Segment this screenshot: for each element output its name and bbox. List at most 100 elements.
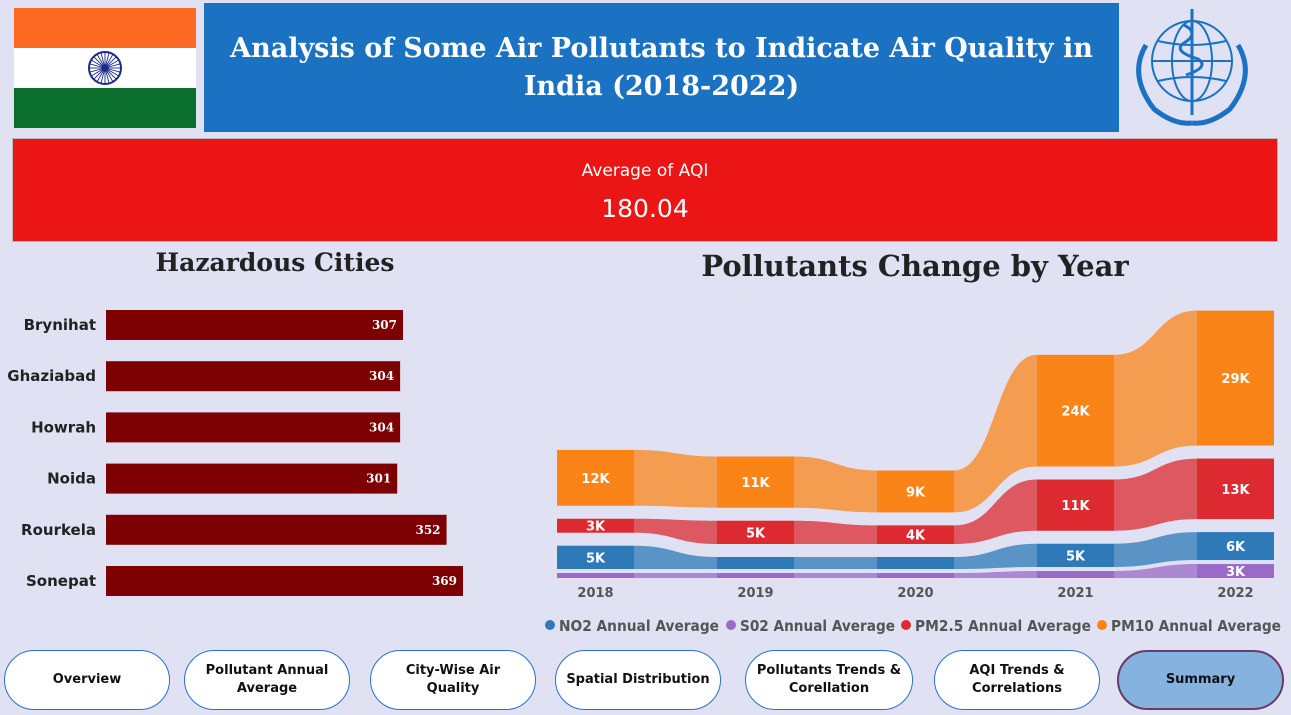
chakra-spoke xyxy=(89,63,106,69)
block-value-label: 9K xyxy=(906,485,926,500)
nav-overview-button[interactable]: Overview xyxy=(4,650,170,710)
chakra-spoke xyxy=(104,67,114,83)
ribbon-band xyxy=(634,518,717,544)
series-block xyxy=(717,573,794,578)
year-tick-label: 2021 xyxy=(1057,586,1093,601)
bar-value-label: 301 xyxy=(366,472,391,486)
series-block xyxy=(557,545,634,569)
ribbon-band xyxy=(794,520,877,544)
chakra-spoke xyxy=(104,67,117,80)
block-value-label: 11K xyxy=(741,476,770,491)
nav-pollutants-trends-button[interactable]: Pollutants Trends & Corellation xyxy=(745,650,913,710)
bar-value-label: 369 xyxy=(432,574,457,588)
hazardous-cities-title: Hazardous Cities xyxy=(155,248,395,277)
series-block xyxy=(717,456,794,508)
block-value-label: 5K xyxy=(746,526,766,541)
year-tick-label: 2022 xyxy=(1217,586,1253,601)
nav-spatial-distribution-button[interactable]: Spatial Distribution xyxy=(555,650,721,710)
pollutants-ribbon-chart: 5K 3K 12K 2018 5K 11K 2019 4K 9K 2020 5K 11K 24K 2021… xyxy=(557,310,1274,601)
legend-marker xyxy=(1097,620,1107,630)
nav-aqi-trends-button[interactable]: AQI Trends & Correlations xyxy=(934,650,1100,710)
block-value-label: 11K xyxy=(1061,499,1090,514)
series-block xyxy=(1037,479,1114,531)
block-value-label: 5K xyxy=(586,551,606,566)
series-block xyxy=(557,518,634,533)
india-flag xyxy=(14,8,196,128)
chart-legend: NO2 Annual Average S02 Annual Average PM2.… xyxy=(545,617,1281,635)
series-block xyxy=(1197,532,1274,561)
series-block xyxy=(877,470,954,513)
block-value-label: 29K xyxy=(1221,372,1250,387)
series-block xyxy=(877,557,954,569)
city-bar xyxy=(106,310,404,340)
ribbon-band xyxy=(634,545,717,569)
pollutants-change-title: Pollutants Change by Year xyxy=(701,249,1129,283)
block-value-label: 3K xyxy=(1226,565,1246,580)
nav-pollutant-annual-average-button[interactable]: Pollutant Annual Average xyxy=(184,650,350,710)
legend-label: NO2 Annual Average xyxy=(559,617,719,635)
city-label: Noida xyxy=(47,470,96,488)
ribbon-band xyxy=(794,573,877,578)
block-value-label: 6K xyxy=(1226,540,1246,555)
ribbon-band xyxy=(954,354,1037,513)
block-value-label: 24K xyxy=(1061,405,1090,420)
legend-marker xyxy=(726,620,736,630)
chakra-spoke xyxy=(90,67,106,77)
series-block xyxy=(717,557,794,569)
chakra-spoke xyxy=(100,52,106,69)
legend-label: PM10 Annual Average xyxy=(1111,617,1281,635)
bar-value-label: 304 xyxy=(369,369,394,383)
series-block xyxy=(1197,310,1274,446)
legend-marker xyxy=(545,620,555,630)
series-block xyxy=(877,525,954,544)
series-block xyxy=(1197,564,1274,578)
who-logo xyxy=(1124,5,1260,129)
chakra-spoke xyxy=(89,67,106,73)
city-label: Rourkela xyxy=(21,521,96,539)
legend-label: PM2.5 Annual Average xyxy=(915,617,1091,635)
ribbon-band xyxy=(1114,458,1197,531)
series-block xyxy=(1037,543,1114,568)
chakra-spoke xyxy=(104,67,121,73)
ribbon-band xyxy=(634,573,717,578)
legend-marker xyxy=(901,620,911,630)
block-value-label: 4K xyxy=(906,529,926,544)
chakra-spoke xyxy=(104,67,110,84)
chakra-spoke xyxy=(93,67,106,80)
city-bar xyxy=(106,566,464,596)
city-bar xyxy=(106,463,398,494)
series-block xyxy=(557,573,634,578)
bar-value-label: 352 xyxy=(415,523,440,537)
ribbon-band xyxy=(794,456,877,513)
kpi-value: 180.04 xyxy=(601,194,689,223)
ribbon-band xyxy=(954,479,1037,544)
city-bar xyxy=(106,361,401,392)
nav-summary-button[interactable]: Summary xyxy=(1117,650,1284,710)
series-block xyxy=(557,449,634,506)
block-value-label: 12K xyxy=(581,472,610,487)
series-block xyxy=(1037,571,1114,578)
chakra-spoke xyxy=(104,67,120,77)
ribbon-band xyxy=(954,571,1037,578)
ribbon-band xyxy=(1114,532,1197,568)
chakra-spoke xyxy=(96,53,106,69)
bar-value-label: 307 xyxy=(372,318,397,332)
chakra-spoke xyxy=(93,56,106,69)
aqi-kpi-card: Average of AQI 180.04 xyxy=(12,138,1278,242)
chakra-spoke xyxy=(100,67,106,84)
year-tick-label: 2020 xyxy=(897,586,933,601)
chakra-spoke xyxy=(104,52,110,69)
city-label: Sonepat xyxy=(26,572,96,590)
block-value-label: 5K xyxy=(1066,549,1086,564)
chakra-spoke xyxy=(104,53,114,69)
city-label: Howrah xyxy=(31,418,96,436)
ribbon-band xyxy=(954,543,1037,569)
block-value-label: 13K xyxy=(1221,483,1250,498)
chakra-spoke xyxy=(104,63,121,69)
chakra-spoke xyxy=(104,56,117,69)
series-block xyxy=(1197,458,1274,520)
legend-label: S02 Annual Average xyxy=(740,617,895,635)
year-tick-label: 2018 xyxy=(577,586,613,601)
nav-city-wise-air-quality-button[interactable]: City-Wise Air Quality xyxy=(370,650,536,710)
hazardous-cities-chart: Brynihat 307 Ghaziabad 304 Howrah 304 Noida 301… xyxy=(7,310,464,596)
